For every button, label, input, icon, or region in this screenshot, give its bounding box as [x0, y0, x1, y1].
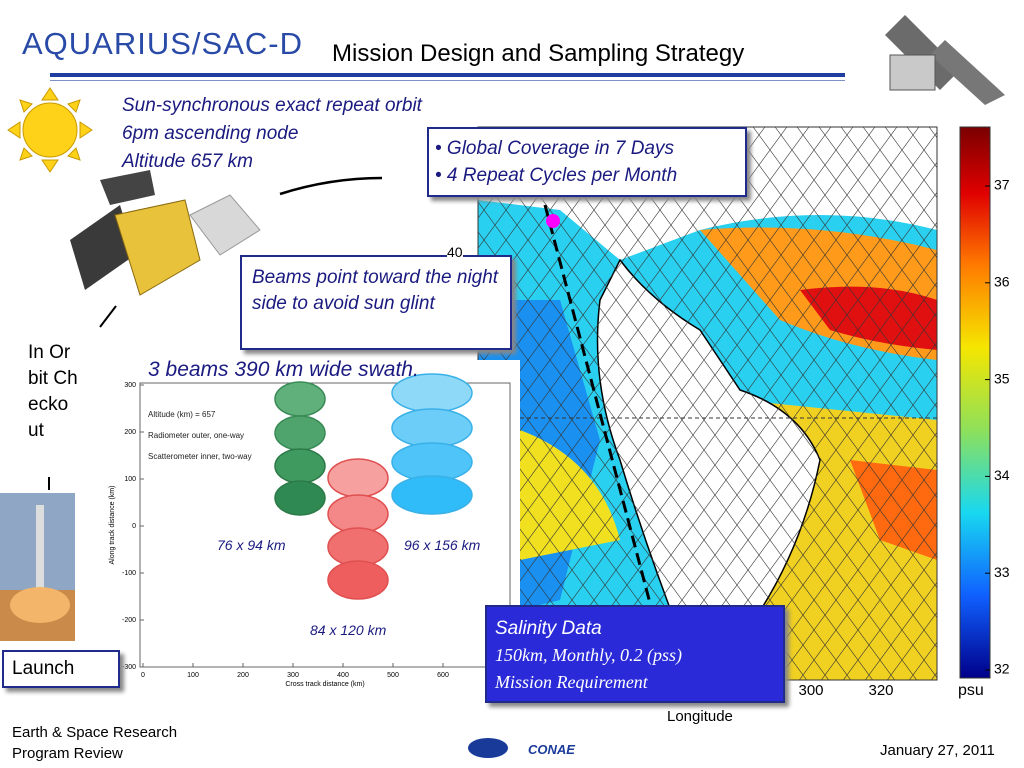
- sun-icon: [7, 87, 93, 173]
- y-tick-label: -200: [122, 617, 136, 624]
- colorbar-tick-label: 37: [994, 177, 1010, 193]
- footprint-label: 84 x 120 km: [310, 622, 387, 638]
- map-x-tick-label: 320: [868, 682, 893, 699]
- x-axis-label: Cross track distance (km): [285, 681, 364, 688]
- colorbar-tick-label: 36: [994, 274, 1010, 290]
- rule: [50, 73, 845, 77]
- footer-date: January 27, 2011: [880, 742, 995, 759]
- salinity-requirement: Mission Requirement: [495, 672, 648, 692]
- rule: [50, 80, 845, 81]
- y-tick-label: 100: [124, 476, 136, 483]
- x-tick-label: 300: [287, 672, 299, 679]
- slide-title: Mission Design and Sampling Strategy: [332, 40, 745, 67]
- orbit-line: 6pm ascending node: [122, 123, 299, 144]
- y-tick-label: -300: [122, 664, 136, 671]
- colorbar-tick-label: 34: [994, 467, 1010, 483]
- x-tick-label: 200: [237, 672, 249, 679]
- footprint-label: 76 x 94 km: [217, 537, 286, 553]
- colorbar-tick-label: 32: [994, 661, 1010, 677]
- colorbar-tick-label: 33: [994, 564, 1010, 580]
- x-tick-label: 400: [337, 672, 349, 679]
- footer-logos: [468, 738, 508, 758]
- y-tick-label: 0: [132, 523, 136, 530]
- y-tick-label: 300: [124, 382, 136, 389]
- x-tick-label: 600: [437, 672, 449, 679]
- orbit-line: Altitude 657 km: [122, 151, 253, 172]
- beams-note: Beams point toward the night side to avo…: [240, 255, 512, 350]
- lat-label: 40: [447, 244, 463, 260]
- satellite-image: [70, 170, 261, 296]
- salinity-box: Salinity Data 150km, Monthly, 0.2 (pss) …: [485, 605, 785, 703]
- orbit-text: Sun-synchronous exact repeat orbit 6pm a…: [122, 92, 422, 176]
- legend-line: Altitude (km) = 657: [148, 410, 216, 419]
- x-tick-label: 500: [387, 672, 399, 679]
- plot-frame: [139, 382, 511, 668]
- logo: AQUARIUS/SAC-D: [22, 26, 303, 61]
- orbit-line: Sun-synchronous exact repeat orbit: [122, 95, 422, 116]
- y-tick-label: 200: [124, 429, 136, 436]
- launch-photo: [0, 493, 75, 641]
- swath-legend: Altitude (km) = 657 Radiometer outer, on…: [148, 404, 252, 467]
- x-tick-label: 100: [187, 672, 199, 679]
- map-x-label: Longitude: [667, 708, 733, 725]
- footprint-label: 96 x 156 km: [404, 537, 481, 553]
- coverage-line: • 4 Repeat Cycles per Month: [435, 165, 678, 186]
- checkout-label: In Orbit Checkout: [28, 342, 78, 441]
- colorbar: [959, 126, 991, 679]
- legend-line: Scatterometer inner, two-way: [148, 452, 252, 461]
- x-tick-label: 0: [141, 672, 145, 679]
- footer-line: Earth & Space Research: [12, 724, 178, 741]
- y-tick-label: -100: [122, 570, 136, 577]
- connector: [99, 305, 117, 328]
- colorbar-tick-label: 35: [994, 370, 1010, 386]
- connector: [279, 176, 383, 196]
- footer-org: Earth & Space Research Program Review: [12, 722, 177, 764]
- satellite-icon: [885, 15, 1005, 105]
- salinity-title: Salinity Data: [495, 618, 602, 639]
- map-x-tick-label: 300: [798, 682, 823, 699]
- footer-line: Program Review: [12, 745, 123, 762]
- y-axis-label: Along track distance (km): [109, 486, 116, 565]
- conae-logo: CONAE: [528, 742, 575, 757]
- colorbar-unit: psu: [958, 682, 984, 699]
- coverage-box: • Global Coverage in 7 Days • 4 Repeat C…: [427, 127, 747, 197]
- swath-title: 3 beams 390 km wide swath.: [148, 358, 419, 381]
- launch-label: Launch: [2, 650, 120, 688]
- footprints: [274, 373, 473, 600]
- legend-line: Radiometer outer, one-way: [148, 431, 245, 440]
- salinity-detail: 150km, Monthly, 0.2 (pss): [495, 645, 682, 665]
- coverage-line: • Global Coverage in 7 Days: [435, 138, 674, 159]
- salinity-map: [477, 126, 938, 681]
